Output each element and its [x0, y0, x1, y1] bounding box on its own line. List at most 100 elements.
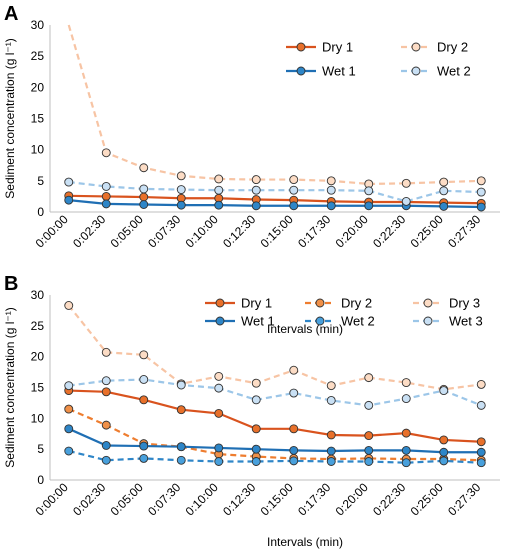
- data-point-wet-1: [176, 200, 186, 210]
- data-point-wet-2: [101, 455, 111, 465]
- y-tick-label: 0: [37, 473, 44, 487]
- data-point-wet-1: [101, 199, 111, 209]
- data-point-dry-1: [139, 192, 149, 202]
- y-axis-label: Sediment concentration (g l⁻¹): [3, 38, 17, 198]
- data-point-wet-1: [251, 201, 261, 211]
- y-tick-label: 0: [37, 205, 44, 219]
- data-point-wet-2: [139, 184, 149, 194]
- y-tick-label: 5: [37, 442, 44, 456]
- x-tick-label: 0:15:00: [258, 480, 296, 518]
- data-point-dry-2: [476, 176, 486, 186]
- data-point-wet-2: [214, 457, 224, 466]
- x-axis-label: Intervals (min): [267, 322, 343, 336]
- legend-marker: [411, 42, 421, 52]
- data-point-wet-3: [176, 380, 186, 390]
- data-point-dry-1: [101, 387, 111, 397]
- x-tick-label: 0:25:00: [408, 212, 446, 250]
- series-line-wet-2: [68, 180, 482, 203]
- x-tick-label: 0:10:00: [183, 480, 221, 518]
- x-tick-label: 0:22:30: [370, 480, 408, 518]
- data-point-dry-1: [476, 437, 486, 447]
- data-point-wet-2: [101, 181, 111, 191]
- data-point-wet-2: [289, 185, 299, 195]
- data-point-wet-2: [139, 453, 149, 463]
- y-axis-label: Sediment concentration (g l⁻¹): [3, 307, 17, 467]
- y-tick-label: 25: [31, 319, 45, 333]
- legend-label: Dry 3: [449, 296, 480, 311]
- data-point-wet-3: [439, 386, 449, 396]
- x-tick-label: 0:10:00: [183, 212, 221, 250]
- data-point-dry-3: [64, 301, 74, 310]
- series-line-wet-1: [68, 427, 482, 454]
- x-axis-label: Intervals (min): [267, 535, 343, 549]
- x-tick-label: 0:27:30: [445, 212, 483, 250]
- data-point-dry-2: [101, 420, 111, 430]
- legend-marker: [411, 66, 421, 76]
- data-point-dry-1: [439, 435, 449, 445]
- y-tick-label: 30: [31, 18, 45, 32]
- data-point-dry-1: [176, 405, 186, 415]
- y-tick-label: 10: [31, 411, 45, 425]
- data-point-wet-3: [326, 396, 336, 405]
- panel-label-b: B: [4, 273, 18, 295]
- legend-marker: [215, 298, 225, 308]
- data-point-wet-1: [214, 200, 224, 210]
- data-point-wet-1: [139, 200, 149, 209]
- data-point-dry-3: [101, 347, 111, 357]
- data-point-dry-3: [401, 378, 411, 388]
- data-point-wet-2: [64, 177, 74, 187]
- legend-marker: [315, 316, 325, 326]
- x-tick-label: 0:12:30: [220, 480, 258, 518]
- data-point-wet-3: [139, 375, 149, 384]
- x-tick-label: 0:02:30: [70, 212, 108, 250]
- legend-marker: [423, 298, 433, 308]
- y-tick-label: 20: [31, 350, 45, 364]
- x-tick-label: 0:02:30: [70, 480, 108, 518]
- y-tick-label: 20: [31, 80, 45, 94]
- y-tick-label: 15: [31, 381, 45, 395]
- y-tick-label: 30: [31, 288, 45, 302]
- data-point-wet-1: [176, 442, 186, 452]
- data-point-wet-1: [289, 201, 299, 211]
- legend-label: Dry 2: [437, 40, 468, 55]
- data-point-wet-2: [176, 455, 186, 465]
- data-point-wet-1: [251, 444, 261, 454]
- series-line-dry-2: [67, 24, 482, 186]
- y-tick-label: 25: [31, 49, 45, 63]
- x-tick-label: 0:05:00: [108, 212, 146, 250]
- data-point-wet-1: [289, 445, 299, 455]
- x-tick-label: 0:22:30: [370, 212, 408, 250]
- series-line-wet-3: [68, 378, 482, 407]
- y-tick-label: 15: [31, 112, 45, 126]
- data-point-dry-3: [476, 379, 486, 389]
- data-point-dry-2: [176, 171, 186, 181]
- data-point-wet-1: [139, 441, 149, 451]
- legend-marker: [215, 316, 225, 326]
- panel-label-a: A: [4, 3, 18, 25]
- data-point-wet-1: [476, 202, 486, 212]
- data-point-dry-1: [401, 428, 411, 438]
- data-point-wet-3: [476, 400, 486, 410]
- data-point-dry-2: [64, 404, 74, 414]
- y-tick-label: 10: [31, 143, 45, 157]
- legend-marker: [296, 66, 306, 76]
- legend-label: Wet 1: [322, 64, 356, 79]
- data-point-dry-2: [289, 175, 299, 185]
- data-point-wet-3: [289, 388, 299, 398]
- x-tick-label: 0:12:30: [220, 212, 258, 250]
- data-point-dry-3: [364, 373, 374, 383]
- data-point-dry-1: [139, 395, 149, 405]
- data-point-wet-2: [401, 196, 411, 206]
- x-tick-label: 0:25:00: [408, 480, 446, 518]
- series-line-dry-2: [68, 408, 482, 462]
- data-point-wet-3: [364, 400, 374, 410]
- data-point-wet-1: [326, 201, 336, 211]
- data-point-dry-1: [214, 408, 224, 418]
- data-point-wet-1: [401, 445, 411, 455]
- data-point-wet-1: [439, 447, 449, 457]
- data-point-wet-3: [214, 383, 224, 393]
- x-tick-label: 0:17:30: [295, 212, 333, 250]
- data-point-wet-2: [176, 185, 186, 195]
- data-point-wet-2: [439, 186, 449, 196]
